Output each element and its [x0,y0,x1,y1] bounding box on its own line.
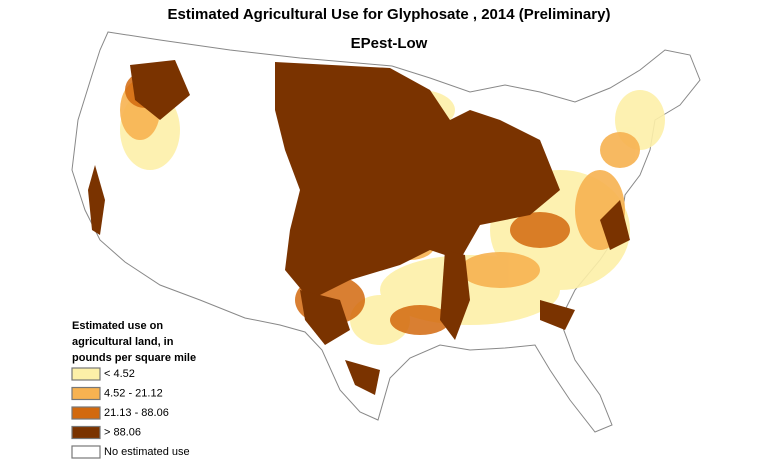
map-subtitle: EPest-Low [351,35,428,52]
us-map [71,31,701,433]
legend-swatch [71,406,101,420]
map-title: Estimated Agricultural Use for Glyphosat… [168,6,611,23]
legend-label: No estimated use [104,446,190,458]
legend-label: 4.52 - 21.12 [104,387,163,399]
legend-label: 21.13 - 88.06 [104,407,169,419]
legend-title: agricultural land, in [72,336,174,348]
legend-swatch [71,445,101,459]
legend-label: < 4.52 [104,368,135,380]
very-high-use [88,60,630,395]
legend-label: > 88.06 [104,426,141,438]
legend: Estimated use on agricultural land, in pou… [71,320,196,459]
legend-swatch [71,367,101,381]
legend-swatch [71,386,101,401]
legend-title: Estimated use on [72,320,163,332]
legend-title: pounds per square mile [72,352,196,364]
legend-swatch [71,425,101,440]
